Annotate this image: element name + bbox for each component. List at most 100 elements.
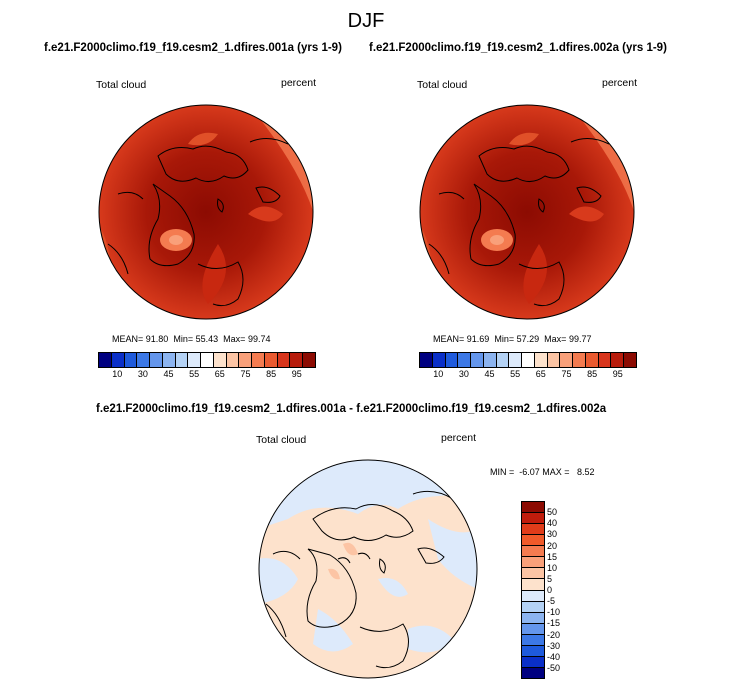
colorbar-swatch (99, 353, 112, 367)
colorbar-level-label: 0 (547, 585, 553, 595)
colorbar-swatch (509, 353, 523, 367)
colorbar-level-label: 50 (547, 507, 558, 518)
colorbar-tick-label: 45 (163, 369, 174, 379)
difference-colorbar-labels: 50 40 30 20 15 10 5 0 -5 -10 -15 -20 -30 -40 -50 (547, 501, 577, 679)
colorbar-swatch (162, 353, 176, 367)
colorbar-swatch (573, 353, 586, 367)
colorbar-swatch (483, 353, 497, 367)
colorbar-swatch (213, 353, 227, 367)
colorbar-swatch (585, 353, 599, 367)
difference-minmax: MIN = -6.07 MAX = 8.52 (490, 467, 595, 477)
colorbar-level-label: -50 (547, 662, 561, 673)
colorbar-swatch (522, 513, 544, 525)
colorbar-swatch (226, 353, 240, 367)
colorbar-swatch (560, 353, 574, 367)
colorbar-tick-label: 65 (214, 369, 225, 379)
colorbar-level-label: 30 (547, 529, 558, 540)
colorbar-swatch (598, 353, 612, 367)
panel-2-colorbar-ticks: 10 30 45 55 65 75 85 95 (419, 369, 637, 381)
colorbar-swatch (420, 353, 433, 367)
colorbar-tick-label: 85 (266, 369, 277, 379)
panel-1-map (98, 104, 314, 320)
panel-1-variable: Total cloud (96, 79, 147, 91)
colorbar-tick-label: 85 (587, 369, 598, 379)
panel-1-colorbar (98, 352, 316, 368)
colorbar-tick-label: 30 (137, 369, 148, 379)
panel-2-map (419, 104, 635, 320)
colorbar-swatch (264, 353, 278, 367)
colorbar-swatch (522, 546, 544, 558)
colorbar-swatch (522, 667, 544, 678)
colorbar-swatch (458, 353, 472, 367)
colorbar-level-label: -5 (547, 596, 556, 607)
colorbar-swatch (137, 353, 151, 367)
colorbar-swatch (522, 645, 544, 657)
colorbar-swatch (445, 353, 459, 367)
colorbar-swatch (111, 353, 125, 367)
colorbar-swatch (522, 568, 544, 580)
colorbar-swatch (522, 524, 544, 536)
colorbar-level-label: 20 (547, 540, 558, 551)
colorbar-level-label: -15 (547, 618, 561, 629)
colorbar-swatch (522, 535, 544, 547)
colorbar-tick-label: 45 (484, 369, 495, 379)
colorbar-swatch (124, 353, 138, 367)
difference-colorbar (521, 501, 545, 679)
colorbar-tick-label: 55 (189, 369, 200, 379)
colorbar-level-label: -10 (547, 607, 561, 618)
colorbar-swatch (188, 353, 202, 367)
colorbar-level-label: 5 (547, 573, 553, 584)
colorbar-level-label: -40 (547, 651, 561, 662)
colorbar-tick-label: 95 (612, 369, 623, 379)
colorbar-swatch (522, 623, 544, 635)
difference-title: f.e21.F2000climo.f19_f19.cesm2_1.dfires.… (96, 403, 607, 415)
colorbar-swatch (522, 612, 544, 624)
colorbar-swatch (611, 353, 625, 367)
colorbar-tick-label: 10 (112, 369, 123, 379)
colorbar-swatch (496, 353, 510, 367)
colorbar-tick-label: 95 (291, 369, 302, 379)
difference-map (258, 459, 478, 679)
colorbar-level-label: 10 (547, 562, 558, 573)
main-title: DJF (347, 10, 385, 32)
colorbar-swatch (303, 353, 316, 367)
colorbar-swatch (547, 353, 561, 367)
colorbar-swatch (471, 353, 484, 367)
colorbar-swatch (175, 353, 189, 367)
colorbar-tick-label: 75 (561, 369, 572, 379)
colorbar-swatch (522, 502, 544, 514)
panel-2-colorbar (419, 352, 637, 368)
colorbar-swatch (522, 590, 544, 602)
colorbar-swatch (150, 353, 163, 367)
panel-1-title: f.e21.F2000climo.f19_f19.cesm2_1.dfires.… (44, 42, 342, 54)
colorbar-swatch (522, 579, 544, 591)
panel-1-stats: MEAN= 91.80 Min= 55.43 Max= 99.74 (112, 334, 271, 344)
panel-2-units: percent (602, 77, 638, 89)
colorbar-swatch (522, 656, 544, 668)
panel-2-stats: MEAN= 91.69 Min= 57.29 Max= 99.77 (433, 334, 592, 344)
colorbar-swatch (522, 601, 544, 613)
difference-units: percent (441, 432, 477, 444)
colorbar-level-label: 15 (547, 551, 558, 562)
colorbar-swatch (252, 353, 265, 367)
panel-1-units: percent (281, 77, 317, 89)
colorbar-level-label: 40 (547, 518, 558, 529)
colorbar-swatch (522, 557, 544, 569)
colorbar-swatch (534, 353, 548, 367)
panel-1-colorbar-ticks: 10 30 45 55 65 75 85 95 (98, 369, 316, 381)
panel-2-title: f.e21.F2000climo.f19_f19.cesm2_1.dfires.… (369, 42, 667, 54)
colorbar-swatch (522, 353, 535, 367)
colorbar-tick-label: 75 (240, 369, 251, 379)
colorbar-level-label: -30 (547, 640, 561, 651)
colorbar-level-label: -20 (547, 629, 561, 640)
colorbar-swatch (432, 353, 446, 367)
colorbar-tick-label: 65 (535, 369, 546, 379)
colorbar-tick-label: 55 (510, 369, 521, 379)
colorbar-tick-label: 30 (458, 369, 469, 379)
colorbar-swatch (277, 353, 291, 367)
colorbar-swatch (290, 353, 304, 367)
panel-2-variable: Total cloud (417, 79, 468, 91)
difference-variable: Total cloud (256, 434, 307, 446)
colorbar-swatch (624, 353, 637, 367)
colorbar-swatch (201, 353, 214, 367)
